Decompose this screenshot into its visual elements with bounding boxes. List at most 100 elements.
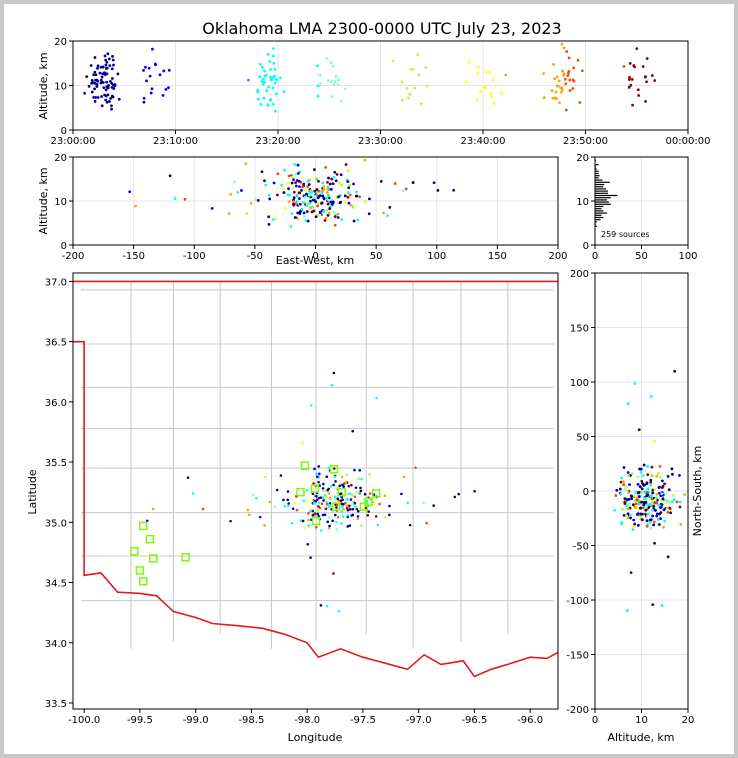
source-point xyxy=(318,73,322,77)
source-point xyxy=(639,471,643,474)
source-point xyxy=(628,483,631,487)
source-point xyxy=(325,475,329,478)
source-point xyxy=(630,497,634,501)
source-point xyxy=(326,187,330,191)
source-point xyxy=(100,104,104,108)
source-point xyxy=(637,502,641,506)
source-point xyxy=(358,468,362,472)
source-point xyxy=(628,78,631,81)
source-point xyxy=(272,61,276,65)
source-point xyxy=(167,68,171,72)
source-point xyxy=(314,215,318,219)
source-point xyxy=(326,202,330,206)
source-point xyxy=(286,490,290,493)
source-point xyxy=(289,225,293,228)
source-point xyxy=(557,79,561,83)
source-point xyxy=(256,90,260,94)
source-point xyxy=(322,489,325,493)
source-point xyxy=(266,52,270,56)
source-point xyxy=(625,498,629,502)
station-marker xyxy=(181,552,190,562)
source-point xyxy=(251,493,255,497)
source-point xyxy=(649,478,653,482)
source-point xyxy=(425,84,429,88)
source-point xyxy=(112,87,116,90)
altitude-tick-label: 20 xyxy=(682,715,695,726)
source-point xyxy=(670,467,674,471)
time-tick-label: 00:00:00 xyxy=(666,136,711,147)
source-point xyxy=(290,521,294,525)
source-point xyxy=(554,90,558,94)
source-point xyxy=(268,500,272,504)
source-point xyxy=(629,83,633,87)
source-point xyxy=(305,488,309,492)
source-point xyxy=(550,89,554,93)
northsouth-tick-label: -50 xyxy=(573,542,589,553)
source-point xyxy=(659,476,662,479)
source-point xyxy=(576,58,580,62)
source-point xyxy=(417,73,421,77)
source-point xyxy=(329,200,333,204)
source-point xyxy=(452,188,456,192)
source-point xyxy=(321,513,325,517)
source-point xyxy=(267,193,271,197)
source-point xyxy=(640,487,644,491)
source-point xyxy=(401,189,405,192)
source-point xyxy=(339,492,343,495)
source-point xyxy=(306,500,309,503)
source-point xyxy=(383,494,387,497)
source-point xyxy=(275,78,278,81)
northsouth-tick-label: -200 xyxy=(566,705,589,716)
source-point xyxy=(326,191,329,194)
source-point xyxy=(422,501,425,505)
source-point xyxy=(323,505,327,509)
source-point xyxy=(342,507,345,511)
source-point xyxy=(267,215,271,219)
source-point xyxy=(649,526,653,530)
source-point xyxy=(332,83,336,86)
source-point xyxy=(317,179,320,183)
source-point xyxy=(326,79,330,82)
source-point xyxy=(103,54,107,58)
source-point xyxy=(629,516,632,520)
source-point xyxy=(504,73,508,77)
time-tick-label: 23:40:00 xyxy=(461,136,506,147)
altitude-histogram-panel: 0 50 100 0 10 20 259 sources xyxy=(576,153,697,262)
figure-title: Oklahoma LMA 2300-0000 UTC July 23, 2023 xyxy=(202,19,561,38)
source-point xyxy=(346,513,350,517)
source-point xyxy=(327,516,331,519)
source-point xyxy=(626,402,630,406)
station-marker xyxy=(364,497,373,507)
source-point xyxy=(236,190,240,194)
source-point xyxy=(347,484,351,488)
source-point xyxy=(108,64,112,68)
time-tick-label: 23:50:00 xyxy=(563,136,608,147)
source-point xyxy=(305,210,309,213)
source-point xyxy=(678,474,681,477)
source-point xyxy=(634,491,638,494)
source-point xyxy=(259,103,263,106)
source-point xyxy=(320,201,323,205)
source-point xyxy=(374,515,378,518)
latitude-tick-label: 36.0 xyxy=(45,398,67,409)
source-point xyxy=(627,491,630,494)
source-point xyxy=(620,476,624,480)
source-point xyxy=(641,482,644,486)
source-point xyxy=(631,103,634,107)
source-point xyxy=(287,174,291,178)
source-point xyxy=(272,47,275,50)
source-point xyxy=(636,523,640,527)
source-point xyxy=(257,97,260,101)
source-point xyxy=(302,211,306,215)
source-point xyxy=(294,184,298,188)
source-point xyxy=(651,603,655,607)
source-point xyxy=(646,512,650,516)
source-point xyxy=(672,498,676,502)
source-point xyxy=(563,77,567,81)
altitude-eastwest-ylabel: Altitude, km xyxy=(37,167,50,234)
source-point xyxy=(319,604,323,607)
source-point xyxy=(340,522,343,525)
source-point xyxy=(300,188,303,192)
source-point xyxy=(367,212,371,216)
